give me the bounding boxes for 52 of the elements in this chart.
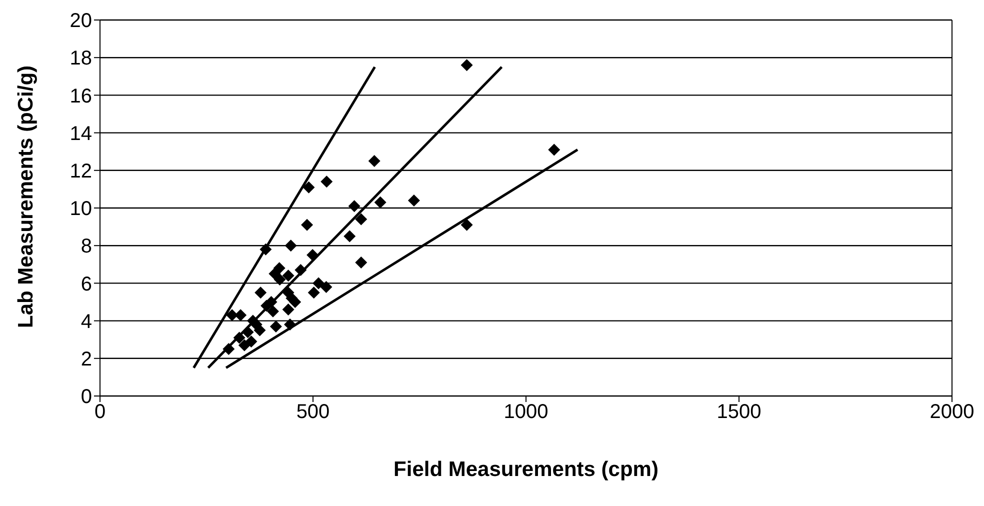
point (306, 249, 319, 261)
point (460, 59, 473, 72)
y-tick-label: 12 (70, 160, 92, 182)
point (301, 218, 314, 231)
point (234, 309, 247, 322)
point (548, 144, 560, 156)
point (268, 268, 281, 280)
x-axis-title: Field Measurements (cpm) (394, 458, 658, 481)
point (266, 305, 279, 318)
point (284, 318, 296, 331)
point (282, 304, 294, 316)
point (254, 286, 267, 299)
y-tick-label: 20 (70, 10, 92, 32)
point (302, 181, 315, 194)
point (242, 326, 254, 338)
point (460, 218, 473, 231)
y-tick-label: 6 (80, 273, 92, 296)
point (284, 240, 297, 252)
point (368, 155, 380, 167)
y-axis-title: Lab Measurements (pCi/g) (14, 65, 38, 328)
point (282, 270, 294, 282)
point (312, 277, 325, 290)
point (294, 264, 307, 276)
point (355, 256, 368, 269)
y-tick-label: 8 (80, 236, 92, 258)
y-tick-label: 16 (70, 85, 92, 108)
y-tick-label: 14 (70, 122, 92, 145)
y-tick-label: 4 (80, 310, 92, 333)
point (260, 243, 272, 256)
x-tick-label: 1500 (716, 401, 762, 424)
x-tick-label: 500 (296, 401, 330, 424)
point (250, 318, 262, 331)
y-tick-label: 18 (70, 48, 92, 70)
point (374, 196, 386, 208)
point (274, 273, 286, 286)
point (320, 176, 333, 188)
point (408, 194, 420, 206)
point (270, 320, 282, 332)
point (308, 286, 320, 299)
point (222, 343, 235, 355)
y-tick-label: 2 (80, 348, 92, 370)
point (238, 339, 250, 352)
x-tick-label: 2000 (930, 401, 974, 424)
x-tick-label: 1000 (504, 401, 548, 424)
point (355, 213, 368, 226)
y-tick-label: 0 (80, 386, 92, 408)
point (348, 200, 360, 212)
point (245, 335, 258, 348)
y-tick-label: 10 (70, 198, 92, 220)
point (320, 280, 332, 293)
point (233, 332, 246, 344)
point (344, 230, 356, 242)
